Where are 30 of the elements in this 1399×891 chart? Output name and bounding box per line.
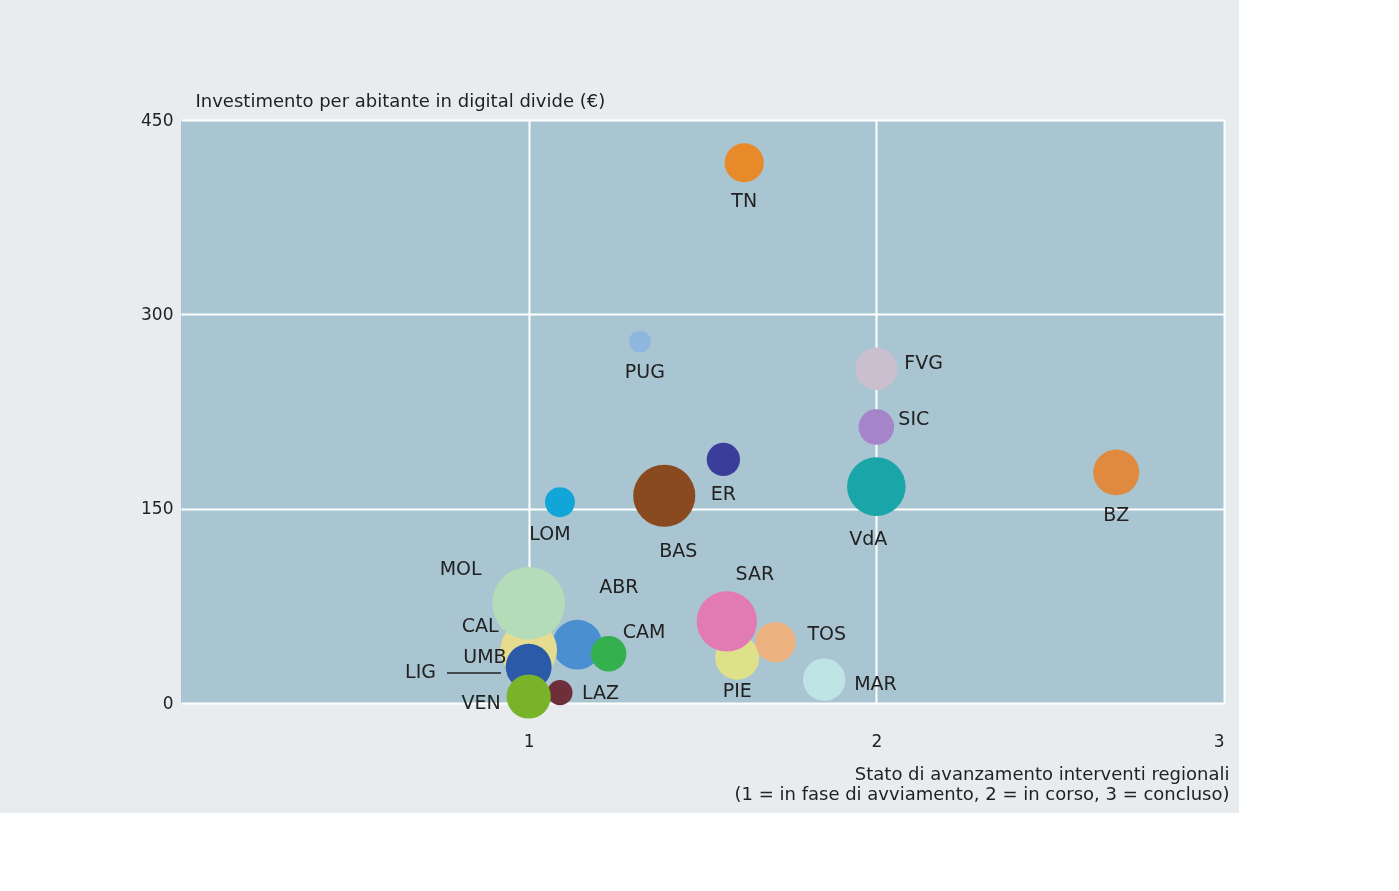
y-tick-label: 450 xyxy=(141,109,174,130)
series-label: TOS xyxy=(806,622,847,645)
y-tick-label: 0 xyxy=(162,692,174,713)
series-label: MOL xyxy=(439,557,483,580)
y-tick-label: 150 xyxy=(141,498,174,519)
series-label: VdA xyxy=(849,526,888,549)
series-label: CAL xyxy=(461,613,500,636)
series-label: SIC xyxy=(898,407,930,430)
series-label: VEN xyxy=(461,690,501,713)
series-label: BAS xyxy=(659,538,698,561)
series-label: BZ xyxy=(1103,503,1130,526)
series-label: PUG xyxy=(624,359,665,382)
annotation: LIG xyxy=(405,660,436,682)
series-label: LOM xyxy=(529,522,571,545)
y-tick-label: 300 xyxy=(141,303,174,324)
x-tick-label: 3 xyxy=(1213,730,1225,751)
series-label: ABR xyxy=(599,574,639,597)
series-label: PIE xyxy=(722,678,752,701)
series-label: MAR xyxy=(854,671,897,694)
x-tick-label: 2 xyxy=(871,730,883,751)
series-label: ER xyxy=(710,482,736,505)
series-label: TN xyxy=(730,188,758,211)
y-axis-title: Investimento per abitante in digital divide (€) xyxy=(195,89,606,111)
series-label: CAM xyxy=(622,619,666,642)
series-label: FVG xyxy=(904,350,943,373)
series-label: LAZ xyxy=(581,680,619,703)
x-axis-title: Stato di avanzamento interventi regionali (1 = in fase di avviamento, 2 = in corso, 3 = concluso) xyxy=(734,762,1230,804)
series-label: SAR xyxy=(735,562,775,585)
series-label: UMB xyxy=(463,644,507,667)
x-tick-label: 1 xyxy=(523,730,535,751)
